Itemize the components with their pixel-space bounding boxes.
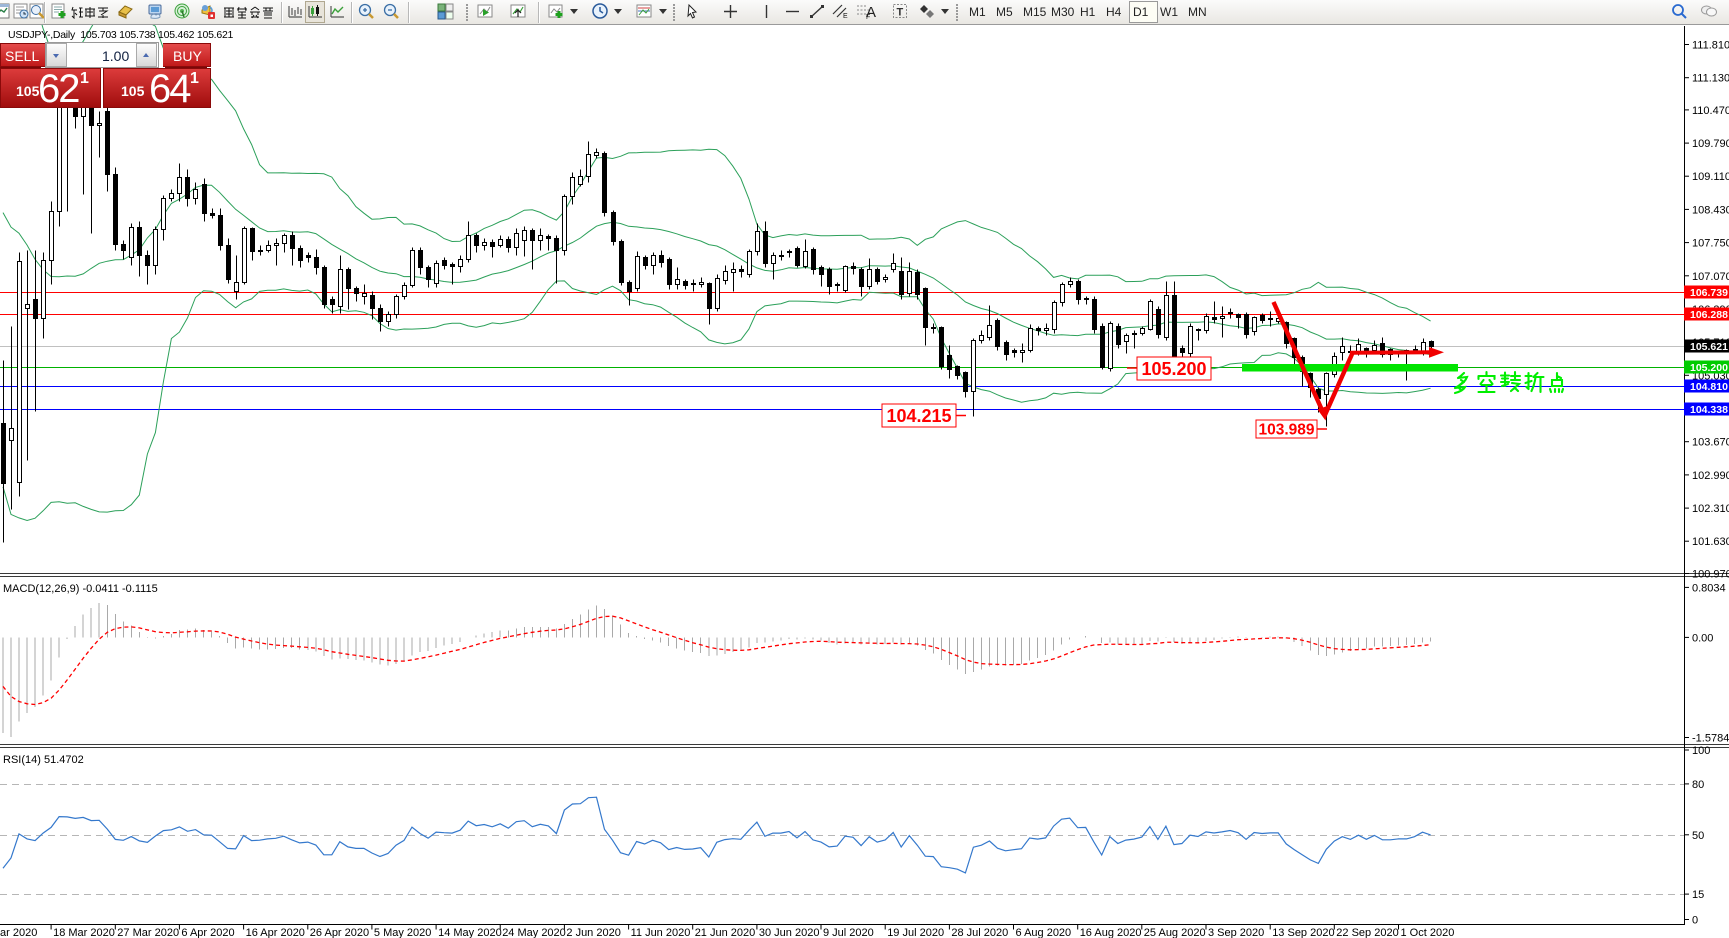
svg-text:RSI(14) 51.4702: RSI(14) 51.4702 xyxy=(3,754,84,766)
svg-text:111.810: 111.810 xyxy=(1692,40,1729,52)
svg-text:0: 0 xyxy=(1692,915,1698,927)
svg-text:1 Oct 2020: 1 Oct 2020 xyxy=(1401,927,1455,938)
svg-text:50: 50 xyxy=(1692,830,1704,842)
svg-text:104.338: 104.338 xyxy=(1690,404,1728,416)
svg-text:T: T xyxy=(897,7,904,19)
svg-text:9 Jul 2020: 9 Jul 2020 xyxy=(823,927,874,938)
svg-text:103.670: 103.670 xyxy=(1692,437,1729,449)
svg-text:24 May 2020: 24 May 2020 xyxy=(502,927,566,938)
svg-text:6 Apr 2020: 6 Apr 2020 xyxy=(181,927,234,938)
svg-text:111.130: 111.130 xyxy=(1692,73,1729,85)
svg-text:109.110: 109.110 xyxy=(1692,171,1729,183)
svg-text:110.470: 110.470 xyxy=(1692,105,1729,117)
svg-text:6 Aug 2020: 6 Aug 2020 xyxy=(1016,927,1072,938)
svg-text:ar 2020: ar 2020 xyxy=(0,927,37,938)
svg-text:101.630: 101.630 xyxy=(1692,536,1729,548)
svg-text:107.750: 107.750 xyxy=(1692,238,1729,250)
svg-text:0.8034: 0.8034 xyxy=(1692,582,1726,594)
svg-text:16 Apr 2020: 16 Apr 2020 xyxy=(246,927,305,938)
svg-text:102.990: 102.990 xyxy=(1692,470,1729,482)
svg-text:21 Jun 2020: 21 Jun 2020 xyxy=(695,927,756,938)
svg-text:MACD(12,26,9) -0.0411 -0.1115: MACD(12,26,9) -0.0411 -0.1115 xyxy=(3,583,158,595)
svg-text:103.989: 103.989 xyxy=(1258,422,1314,439)
svg-text:2 Jun 2020: 2 Jun 2020 xyxy=(566,927,620,938)
svg-text:E: E xyxy=(843,13,848,20)
svg-text:30 Jun 2020: 30 Jun 2020 xyxy=(759,927,820,938)
svg-text:19 Jul 2020: 19 Jul 2020 xyxy=(887,927,944,938)
svg-text:105.200: 105.200 xyxy=(1141,359,1206,379)
svg-text:22 Sep 2020: 22 Sep 2020 xyxy=(1336,927,1398,938)
svg-text:-1.5784: -1.5784 xyxy=(1692,733,1729,745)
svg-text:27 Mar 2020: 27 Mar 2020 xyxy=(117,927,179,938)
svg-text:26 Apr 2020: 26 Apr 2020 xyxy=(310,927,369,938)
svg-text:13 Sep 2020: 13 Sep 2020 xyxy=(1272,927,1334,938)
svg-text:109.790: 109.790 xyxy=(1692,138,1729,150)
svg-text:F: F xyxy=(866,14,870,20)
svg-text:102.310: 102.310 xyxy=(1692,503,1729,515)
svg-text:105.621: 105.621 xyxy=(1690,341,1728,353)
svg-text:104.810: 104.810 xyxy=(1690,381,1728,393)
svg-text:107.070: 107.070 xyxy=(1692,271,1729,283)
svg-text:106.288: 106.288 xyxy=(1690,309,1728,321)
svg-text:104.215: 104.215 xyxy=(886,406,951,426)
svg-text:3 Sep 2020: 3 Sep 2020 xyxy=(1208,927,1264,938)
svg-text:28 Jul 2020: 28 Jul 2020 xyxy=(951,927,1008,938)
svg-text:18 Mar 2020: 18 Mar 2020 xyxy=(53,927,115,938)
svg-text:25 Aug 2020: 25 Aug 2020 xyxy=(1144,927,1206,938)
svg-text:80: 80 xyxy=(1692,779,1704,791)
svg-text:100.970: 100.970 xyxy=(1692,569,1729,581)
svg-text:100: 100 xyxy=(1692,745,1710,757)
svg-text:15: 15 xyxy=(1692,889,1704,901)
svg-text:108.430: 108.430 xyxy=(1692,204,1729,216)
svg-text:0.00: 0.00 xyxy=(1692,632,1713,644)
svg-text:14 May 2020: 14 May 2020 xyxy=(438,927,502,938)
svg-text:105.200: 105.200 xyxy=(1690,362,1728,374)
svg-text:16 Aug 2020: 16 Aug 2020 xyxy=(1080,927,1142,938)
svg-text:11 Jun 2020: 11 Jun 2020 xyxy=(631,927,691,938)
svg-text:5 May 2020: 5 May 2020 xyxy=(374,927,431,938)
svg-text:106.739: 106.739 xyxy=(1690,287,1728,299)
